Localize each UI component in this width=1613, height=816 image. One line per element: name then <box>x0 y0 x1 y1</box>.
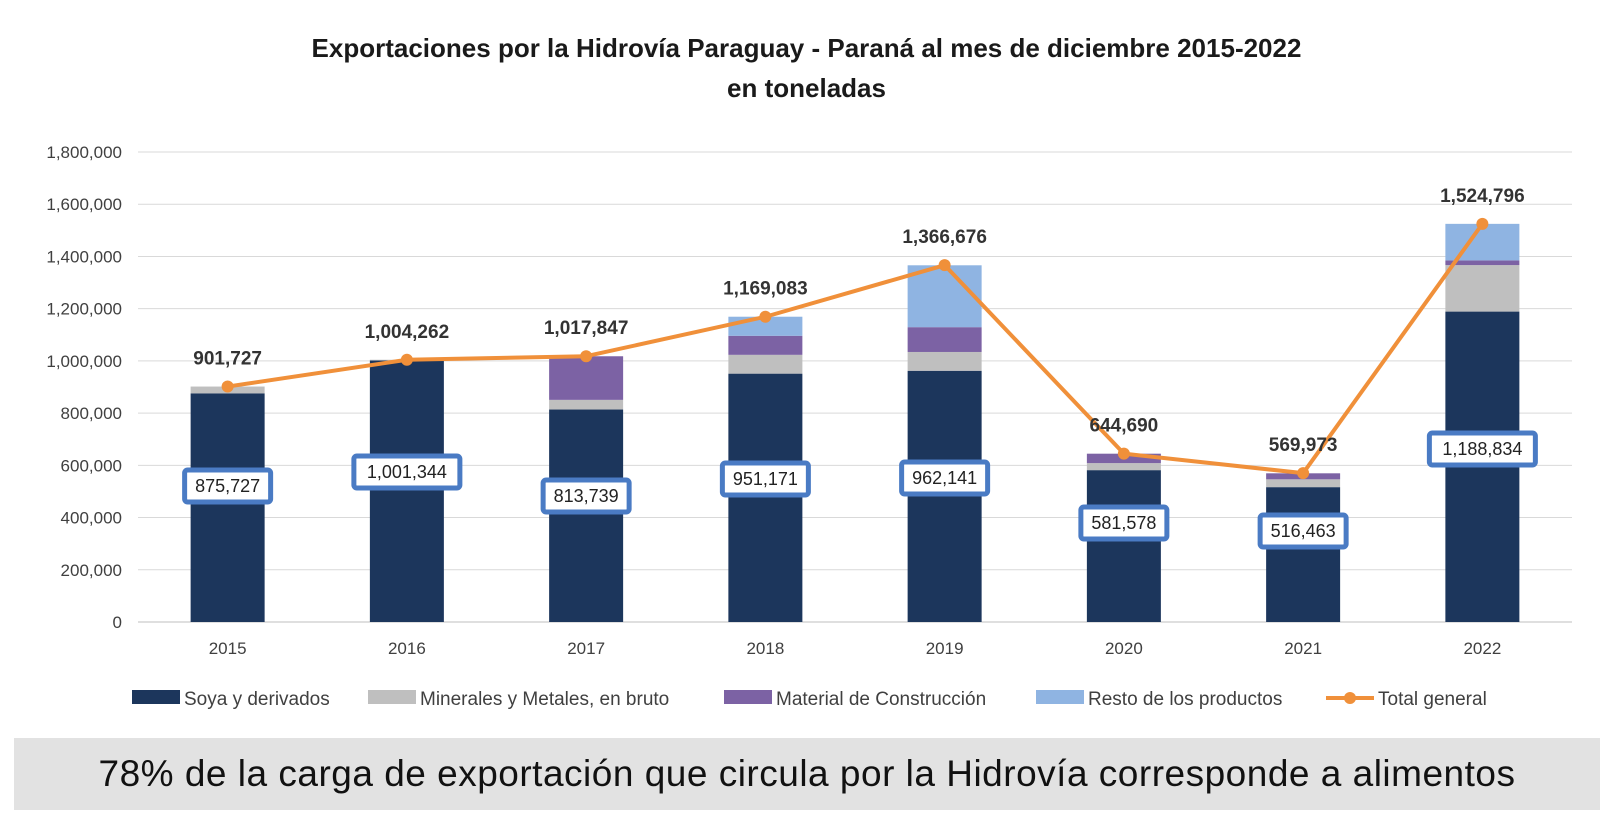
total-value-label: 1,169,083 <box>723 279 808 300</box>
legend-swatch <box>1036 690 1084 704</box>
soy-value-label: 962,141 <box>912 468 977 488</box>
x-tick-label: 2015 <box>209 639 247 658</box>
total-value-label: 569,973 <box>1269 435 1338 456</box>
total-point <box>400 353 413 366</box>
soy-value-label: 1,001,344 <box>367 462 447 482</box>
x-tick-label: 2019 <box>926 639 964 658</box>
bar-segment <box>549 409 624 622</box>
soy-value-label: 581,578 <box>1091 513 1156 533</box>
bar-segment <box>1086 470 1161 622</box>
legend-label: Total general <box>1378 689 1487 710</box>
bar-segment <box>728 373 803 622</box>
x-tick-label: 2021 <box>1284 639 1322 658</box>
chart-title: Exportaciones por la Hidrovía Paraguay -… <box>311 33 1302 63</box>
y-tick-label: 400,000 <box>61 509 122 528</box>
soy-value-highlight-box <box>351 453 463 491</box>
x-tick-label: 2020 <box>1105 639 1143 658</box>
total-value-label: 1,524,796 <box>1440 186 1525 207</box>
soy-value-highlight-box <box>1078 504 1170 542</box>
y-tick-label: 1,800,000 <box>46 143 122 162</box>
soy-value-label: 951,171 <box>733 469 798 489</box>
y-tick-label: 1,600,000 <box>46 195 122 214</box>
legend-swatch-marker <box>1344 692 1356 704</box>
soy-value-highlight-box <box>1257 512 1349 550</box>
y-tick-label: 1,400,000 <box>46 247 122 266</box>
legend-label: Material de Construcción <box>776 689 986 710</box>
total-value-label: 901,727 <box>193 349 262 370</box>
bar-segment <box>1445 260 1520 266</box>
y-tick-label: 600,000 <box>61 456 122 475</box>
x-tick-label: 2017 <box>567 639 605 658</box>
legend-swatch <box>132 690 180 704</box>
soy-value-highlight-box <box>1426 430 1538 468</box>
soy-value-label: 813,739 <box>554 486 619 506</box>
y-tick-label: 0 <box>113 613 122 632</box>
chart-title-block: Exportaciones por la Hidrovía Paraguay -… <box>0 28 1613 108</box>
bar-segment <box>1086 463 1161 471</box>
legend-label: Resto de los productos <box>1088 689 1282 710</box>
y-tick-label: 1,000,000 <box>46 352 122 371</box>
bar-segment <box>1445 223 1520 261</box>
total-point <box>759 310 772 323</box>
bar-segment <box>728 335 803 355</box>
x-tick-label: 2022 <box>1463 639 1501 658</box>
footer-text: 78% de la carga de exportación que circu… <box>98 753 1516 794</box>
bar-segment <box>907 265 982 328</box>
total-point <box>221 380 234 393</box>
x-tick-label: 2018 <box>746 639 784 658</box>
total-line <box>227 222 1484 476</box>
bar-segment <box>549 356 624 400</box>
legend-label: Soya y derivados <box>184 689 330 710</box>
total-value-label: 644,690 <box>1090 416 1159 437</box>
bar-segment <box>728 354 803 374</box>
y-tick-label: 1,200,000 <box>46 300 122 319</box>
total-point <box>580 350 593 363</box>
soy-value-label: 1,188,834 <box>1442 439 1522 459</box>
total-value-label: 1,366,676 <box>902 227 987 248</box>
total-point <box>1476 217 1489 230</box>
total-point <box>1117 447 1130 460</box>
soy-value-highlight-box <box>899 459 991 497</box>
bar-segment <box>1266 479 1341 488</box>
total-point <box>1297 467 1310 480</box>
soy-value-highlight-box <box>182 467 274 505</box>
total-point <box>938 259 951 272</box>
soy-value-highlight-box <box>540 477 632 515</box>
bar-segment <box>907 327 982 352</box>
bar-segment <box>369 360 444 622</box>
footer-banner: 78% de la carga de exportación que circu… <box>14 738 1600 810</box>
y-tick-label: 200,000 <box>61 561 122 580</box>
total-value-label: 1,017,847 <box>544 318 629 339</box>
bar-segment <box>907 351 982 371</box>
legend-swatch <box>724 690 772 704</box>
soy-value-label: 875,727 <box>195 476 260 496</box>
legend-swatch <box>368 690 416 704</box>
bar-segment <box>1266 487 1341 622</box>
legend-label: Minerales y Metales, en bruto <box>420 689 669 710</box>
bar-segment <box>1445 265 1520 312</box>
total-value-label: 1,004,262 <box>365 322 450 343</box>
bar-segment <box>549 399 624 410</box>
y-tick-label: 800,000 <box>61 404 122 423</box>
soy-value-label: 516,463 <box>1271 521 1336 541</box>
bar-segment <box>190 393 265 622</box>
chart-subtitle: en toneladas <box>727 73 886 103</box>
stacked-bar-chart: 0 200,000 400,000 600,000 800,000 1,000,000 1,… <box>46 143 1572 710</box>
x-tick-label: 2016 <box>388 639 426 658</box>
soy-value-highlight-box <box>719 460 811 498</box>
